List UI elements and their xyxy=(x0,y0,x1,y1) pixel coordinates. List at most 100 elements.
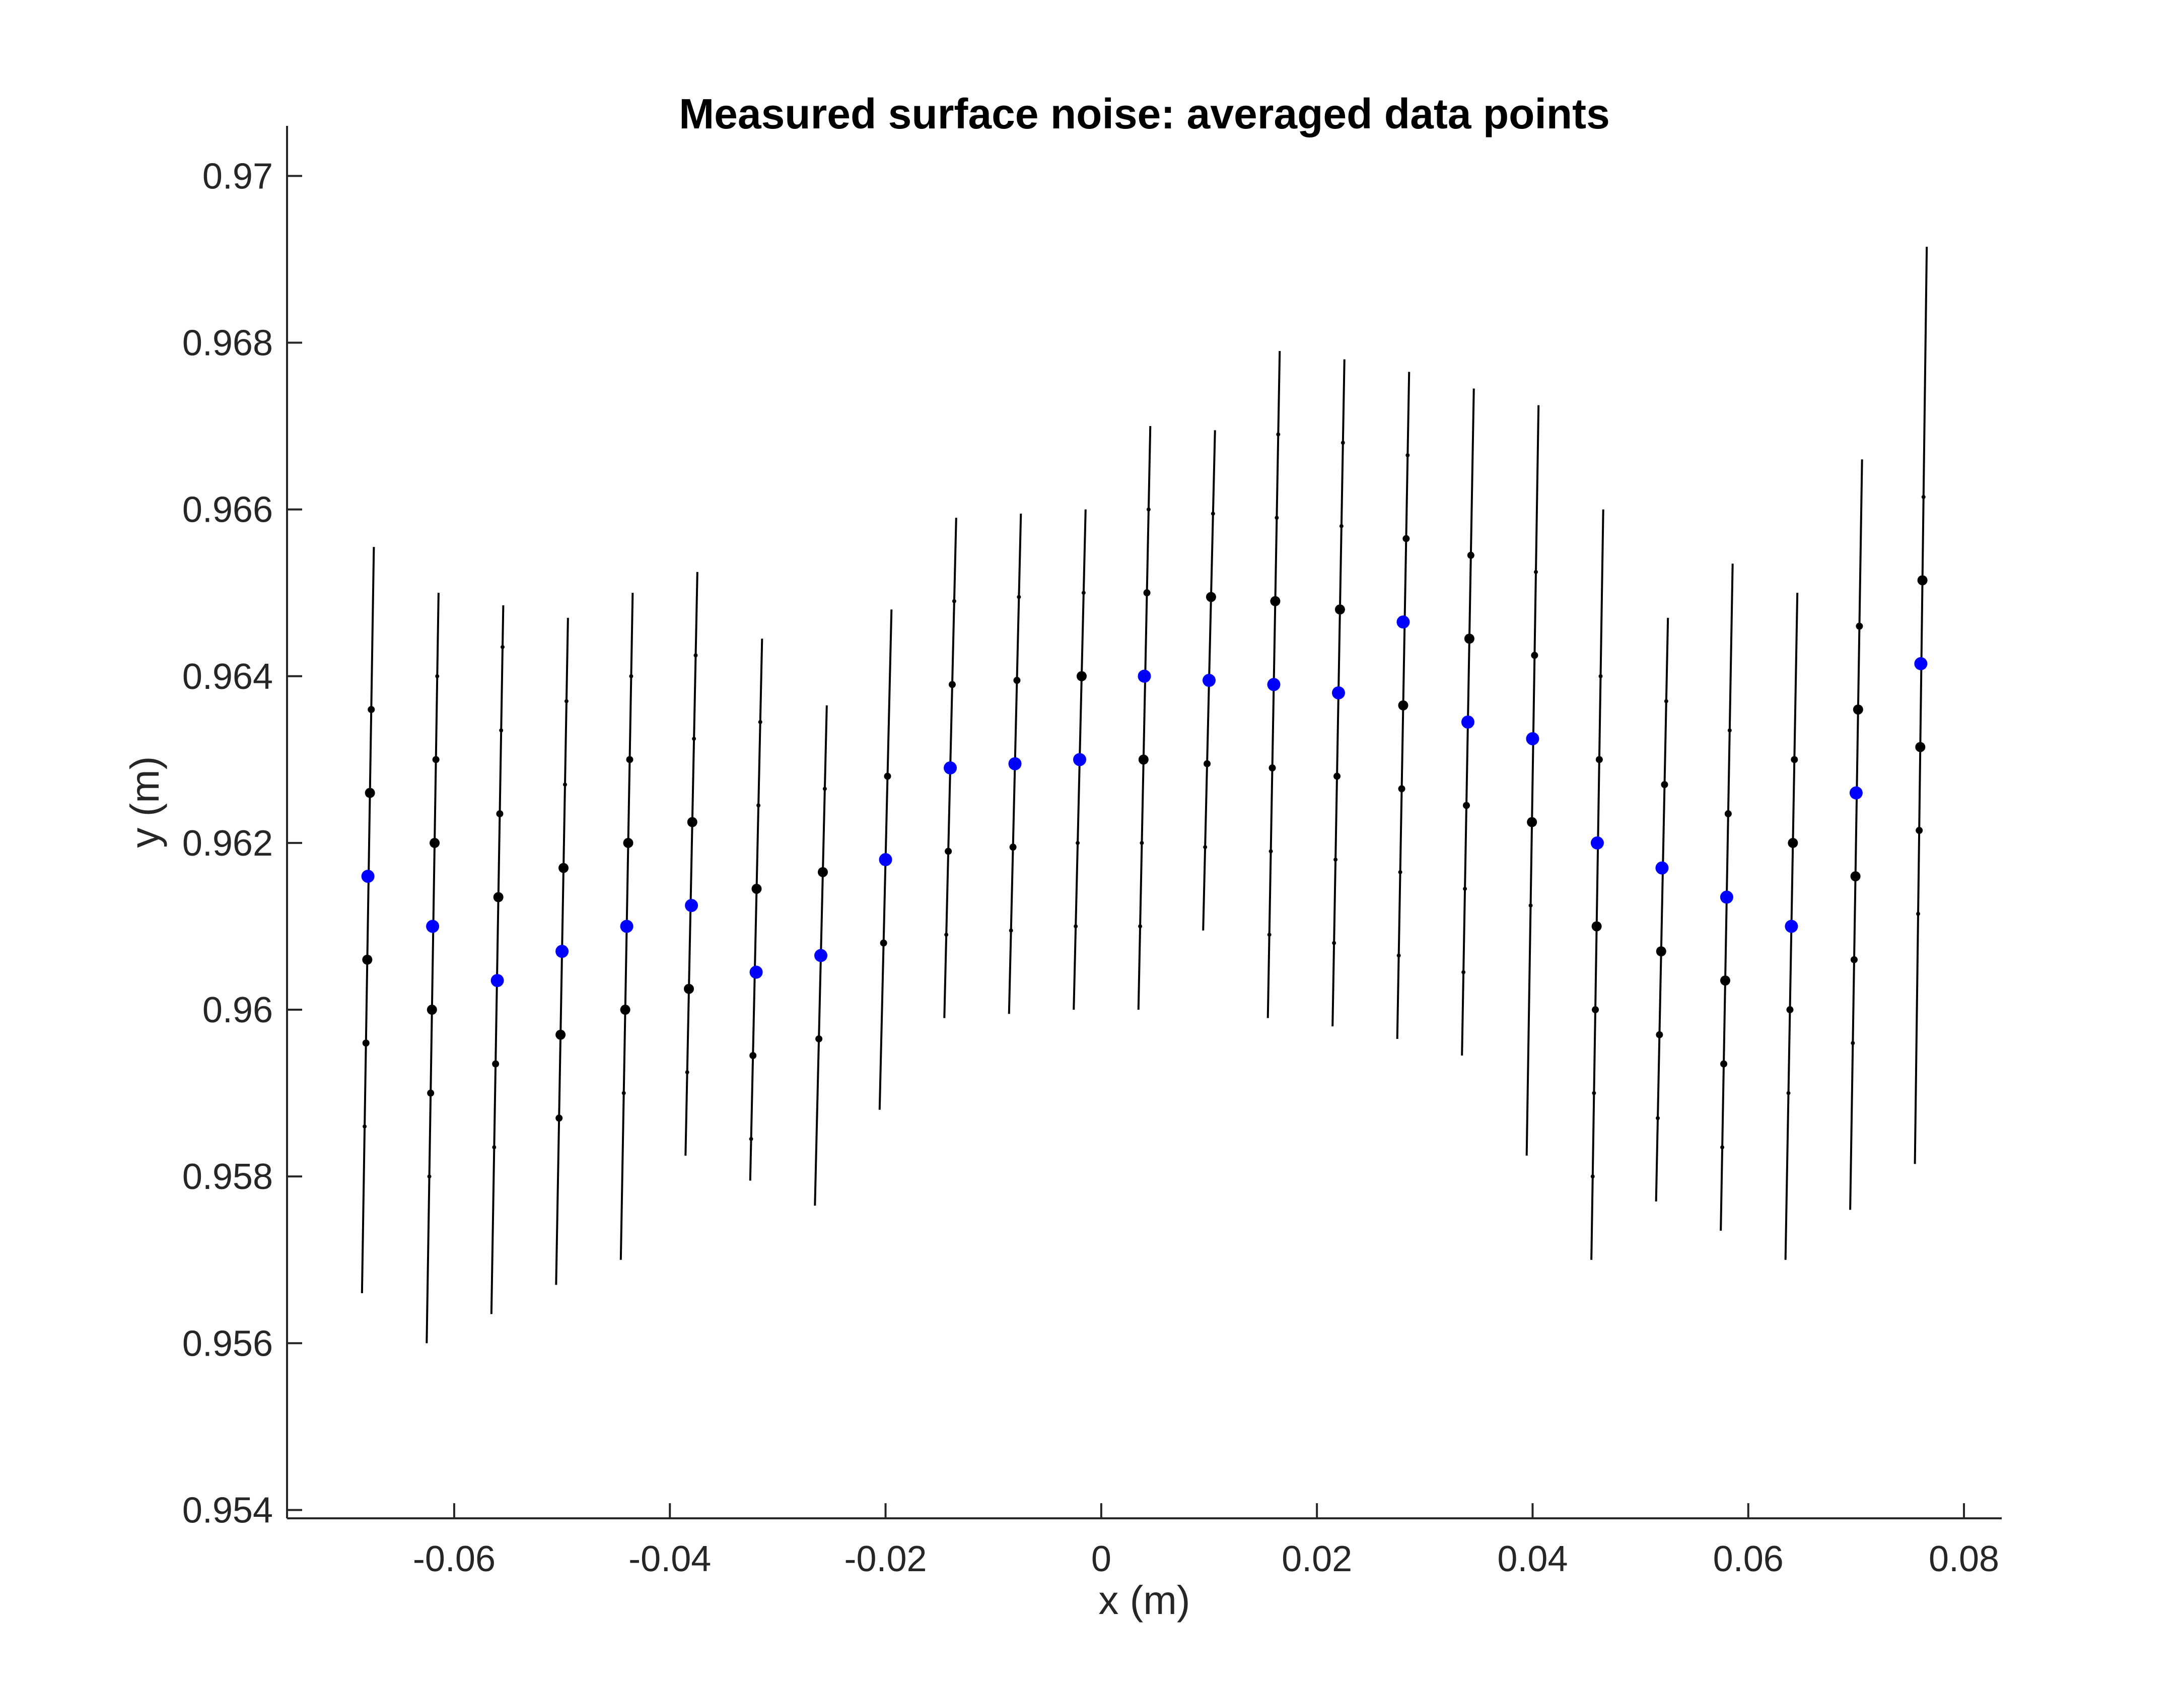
x-tick-label: 0.02 xyxy=(1282,1539,1352,1579)
averaged-point xyxy=(1914,657,1928,670)
measured-point xyxy=(1528,903,1533,908)
x-tick-label: 0 xyxy=(1091,1539,1111,1579)
measurement-column xyxy=(1525,405,1540,1156)
averaged-point xyxy=(944,761,957,775)
measured-point xyxy=(430,837,440,848)
measured-point xyxy=(1275,516,1279,520)
averaged-point xyxy=(1331,686,1345,699)
range-line xyxy=(1655,617,1669,1202)
measurement-columns xyxy=(361,247,1928,1344)
range-line xyxy=(1849,459,1863,1210)
chart-title: Measured surface noise: averaged data po… xyxy=(679,90,1610,137)
measured-point xyxy=(1461,970,1466,974)
measured-point xyxy=(1853,704,1863,715)
measured-point xyxy=(758,720,762,724)
measured-point xyxy=(1592,1006,1599,1014)
measured-point xyxy=(749,1137,753,1141)
x-tick-label: 0.08 xyxy=(1929,1539,1999,1579)
measured-point xyxy=(1143,589,1151,597)
measured-point xyxy=(496,810,504,817)
averaged-point xyxy=(749,965,763,979)
x-tick-label: 0.06 xyxy=(1713,1539,1784,1579)
measured-point xyxy=(499,728,504,733)
measured-point xyxy=(1921,495,1926,499)
measured-point xyxy=(1333,773,1341,780)
measured-point xyxy=(1138,924,1143,929)
y-tick-label: 0.954 xyxy=(182,1490,273,1530)
measured-point xyxy=(1527,817,1537,827)
y-tick-label: 0.958 xyxy=(182,1157,273,1197)
measured-point xyxy=(1269,764,1276,771)
measured-point xyxy=(1850,956,1858,963)
measured-point xyxy=(1598,674,1603,678)
range-line xyxy=(1590,509,1604,1260)
averaged-point xyxy=(1008,757,1022,770)
measured-point xyxy=(558,863,569,873)
measured-point xyxy=(432,756,440,763)
y-tick-label: 0.962 xyxy=(182,823,273,864)
measured-point xyxy=(749,1052,757,1060)
measured-point xyxy=(684,984,694,994)
measured-point xyxy=(944,933,949,937)
measured-point xyxy=(492,1060,500,1068)
measured-point xyxy=(1664,699,1668,704)
measured-point xyxy=(1339,524,1344,528)
range-line xyxy=(749,639,763,1181)
y-tick-label: 0.956 xyxy=(182,1323,273,1364)
measured-point xyxy=(1206,592,1216,602)
measured-point xyxy=(952,599,956,603)
measurement-column xyxy=(1137,426,1152,1010)
measured-point xyxy=(1463,802,1470,809)
measured-point xyxy=(620,1005,630,1015)
measured-point xyxy=(948,681,956,688)
measured-point xyxy=(692,736,696,741)
averaged-point xyxy=(1461,715,1474,729)
measured-point xyxy=(685,1070,689,1075)
x-tick-label: -0.02 xyxy=(844,1539,927,1579)
measured-point xyxy=(427,1089,435,1097)
measured-point xyxy=(815,1035,823,1042)
measured-point xyxy=(1856,622,1863,630)
measured-point xyxy=(555,1029,566,1040)
measured-point xyxy=(427,1174,432,1179)
measured-point xyxy=(1402,535,1410,542)
measured-point xyxy=(1786,1006,1794,1014)
measured-point xyxy=(562,782,567,787)
averaged-point xyxy=(361,870,375,883)
axes xyxy=(286,126,2002,1519)
averaged-point xyxy=(1073,753,1087,766)
averaged-point xyxy=(879,853,892,867)
measured-point xyxy=(1720,1060,1728,1068)
measured-point xyxy=(1017,595,1021,599)
y-tick-label: 0.964 xyxy=(182,657,273,697)
averaged-point xyxy=(426,920,440,933)
measured-point xyxy=(1656,946,1666,957)
averaged-point xyxy=(620,920,633,933)
measured-point xyxy=(1074,924,1078,929)
measured-point xyxy=(500,645,505,649)
measured-point xyxy=(1591,921,1602,932)
measured-point xyxy=(1276,432,1281,437)
measurement-column xyxy=(1849,459,1863,1210)
measured-point xyxy=(1467,551,1474,559)
range-line xyxy=(361,547,375,1293)
averaged-point xyxy=(1655,861,1669,875)
averaged-point xyxy=(1720,890,1733,904)
y-tick-label: 0.966 xyxy=(182,490,273,530)
range-line xyxy=(1137,426,1152,1010)
measurement-column xyxy=(426,593,440,1344)
measurement-column xyxy=(361,547,375,1293)
measured-point xyxy=(1917,575,1928,586)
measured-point xyxy=(1398,785,1405,793)
measured-point xyxy=(822,787,827,791)
averaged-point xyxy=(1202,674,1216,687)
measured-point xyxy=(362,954,373,965)
ticks: -0.06 -0.04 -0.02 0 0.02 0.04 0.06 0.08 0.954 0.9… xyxy=(182,156,1999,1579)
measured-point xyxy=(1656,1031,1663,1038)
y-tick-label: 0.96 xyxy=(202,990,273,1030)
measured-point xyxy=(365,788,375,798)
measured-point xyxy=(1140,840,1144,845)
averaged-point xyxy=(1526,732,1539,745)
measured-point xyxy=(1791,756,1798,763)
